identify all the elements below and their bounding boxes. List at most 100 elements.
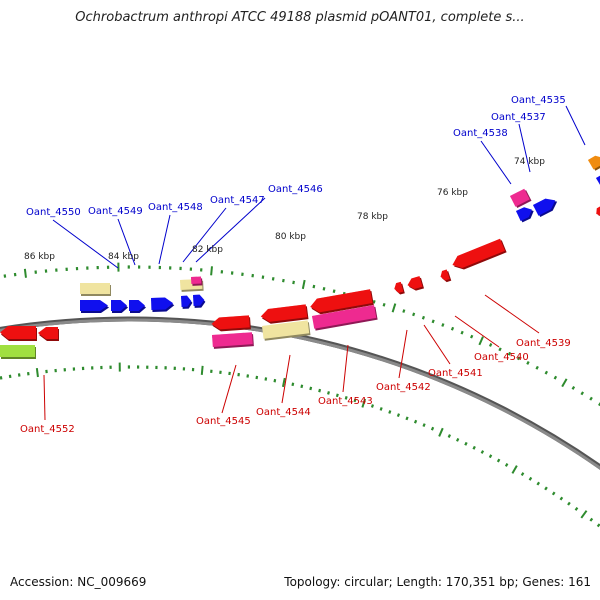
forward-leader-line	[158, 214, 171, 265]
outer-scale-tick	[553, 375, 558, 380]
gene-arrow	[151, 297, 175, 312]
inner-scale-tick	[438, 427, 444, 437]
inner-scale-tick	[264, 377, 268, 381]
inner-scale-tick	[472, 445, 476, 450]
inner-scale-tick	[200, 365, 204, 375]
reverse-gene-label: Oant_4552	[20, 424, 75, 435]
gene-arrow	[0, 345, 36, 359]
outer-scale-tick	[478, 336, 484, 346]
inner-scale-tick	[574, 507, 579, 511]
inner-scale-tick	[511, 465, 518, 474]
gene-arrow	[193, 294, 206, 308]
inner-scale-tick	[455, 437, 460, 442]
gene-arrow	[111, 300, 128, 313]
scale-label: 76 kbp	[437, 188, 468, 198]
gene-arrow-highlight	[191, 276, 198, 280]
inner-scale-tick	[480, 450, 485, 454]
plasmid-backbone	[0, 316, 600, 470]
forward-gene-label: Oant_4537	[491, 112, 546, 123]
outer-scale-tick	[589, 396, 593, 401]
inner-scale-tick	[396, 413, 401, 417]
reverse-gene-label: Oant_4542	[376, 382, 431, 393]
accession-text: Accession: NC_009669	[10, 575, 147, 589]
gene-arrow-highlight	[181, 295, 188, 299]
inner-scale-tick	[496, 458, 501, 463]
gene-arrow	[181, 295, 193, 309]
reverse-gene-label: Oant_4545	[196, 416, 251, 427]
gene-arrow-highlight	[111, 300, 121, 303]
gene-arrow-highlight	[0, 345, 27, 348]
gene-arrow	[312, 305, 378, 331]
inner-scale-tick	[309, 386, 313, 391]
forward-leader-line	[518, 123, 531, 173]
scale-label: 84 kbp	[108, 252, 139, 262]
gene-arrow-highlight	[8, 326, 36, 329]
forward-leader-line	[117, 218, 136, 266]
outer-scale-tick	[517, 356, 521, 361]
map-title: Ochrobactrum anthropi ATCC 49188 plasmid…	[75, 10, 525, 25]
reverse-gene-label: Oant_4540	[474, 352, 529, 363]
inner-scale-tick	[464, 441, 468, 446]
gene-arrow	[516, 207, 534, 223]
reverse-leader-line	[398, 329, 408, 379]
reverse-leader-line	[454, 315, 500, 348]
gene-arrow-highlight	[396, 281, 402, 287]
reverse-leader-line	[423, 324, 451, 365]
reverse-leader-line	[221, 364, 237, 414]
gene-arrow	[510, 188, 532, 209]
gene-arrow-body	[312, 305, 377, 329]
outer-scale-tick	[535, 365, 539, 370]
outer-scale-tick	[498, 347, 502, 352]
inner-scale-tick	[335, 393, 339, 398]
inner-scale-tick	[536, 481, 541, 486]
inner-scale-tick	[353, 398, 357, 403]
forward-gene-label: Oant_4550	[26, 207, 81, 218]
outer-scale-tick	[312, 284, 316, 289]
inner-scale-tick	[291, 382, 295, 387]
gene-arrow	[191, 276, 203, 286]
inner-scale-tick	[361, 398, 367, 408]
inner-scale-tick	[35, 367, 39, 378]
outer-scale-tick	[580, 391, 585, 396]
gene-arrow	[129, 300, 146, 313]
scale-ticks	[0, 262, 600, 528]
reverse-leader-line	[342, 344, 349, 393]
gene-arrow-body	[452, 238, 505, 269]
gene-arrow-highlight	[442, 269, 448, 274]
forward-leader-line	[565, 105, 586, 146]
outer-scale-tick	[282, 278, 285, 283]
reverse-gene-label: Oant_4543	[318, 396, 373, 407]
inner-scale-tick	[551, 491, 556, 496]
gene-arrow	[533, 198, 558, 218]
gene-arrow	[394, 281, 405, 295]
forward-leader-line	[52, 219, 119, 269]
forward-gene-label: Oant_4547	[210, 195, 265, 206]
inner-scale-tick	[430, 426, 435, 431]
inner-scale-tick	[528, 476, 533, 481]
gene-arrow-highlight	[218, 315, 250, 321]
reverse-leader-line	[484, 294, 540, 334]
outer-scale-tick	[332, 289, 336, 294]
inner-scale-tick	[589, 517, 594, 522]
scale-label: 78 kbp	[357, 212, 388, 222]
forward-gene-label: Oant_4548	[148, 202, 203, 213]
gene-arrow-highlight	[46, 327, 58, 330]
inner-scale-tick	[567, 501, 571, 506]
gene-arrow	[80, 283, 111, 296]
gene-arrow-body	[510, 188, 530, 207]
forward-leader-line	[182, 207, 227, 263]
gene-arrow	[0, 326, 37, 341]
outer-scale-tick	[402, 309, 406, 313]
outer-scale-tick	[292, 280, 295, 285]
inner-scale-tick	[405, 416, 409, 421]
inner-scale-tick	[504, 463, 509, 467]
gene-labels: 86 kbp 84 kbp 82 kbp 80 kbp 78 kbp 76 kbp 74 k…	[20, 95, 571, 435]
inner-scale-tick	[520, 472, 525, 477]
inner-scale-tick	[388, 410, 392, 414]
outer-scale-tick	[544, 370, 549, 375]
gene-arrow-highlight	[80, 283, 102, 286]
inner-scale-tick	[300, 384, 304, 389]
gene-arrow	[596, 175, 600, 188]
inner-scale-tick	[544, 486, 548, 491]
reverse-gene-label: Oant_4539	[516, 338, 571, 349]
